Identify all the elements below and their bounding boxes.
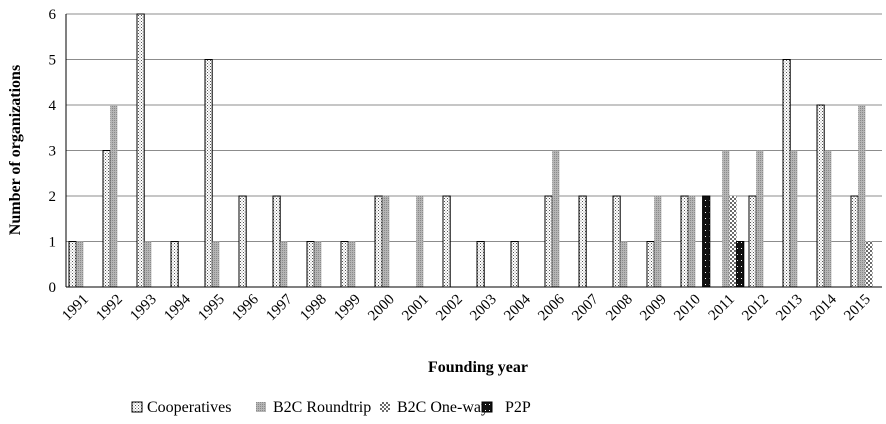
x-tick-label: 1996 — [229, 291, 262, 324]
bar — [756, 151, 763, 288]
bar — [212, 242, 219, 288]
bar — [851, 196, 858, 287]
y-tick-label: 6 — [49, 7, 57, 23]
x-tick-label: 2014 — [807, 291, 840, 324]
x-tick-label: 1993 — [127, 292, 160, 325]
bar — [858, 105, 865, 287]
x-tick-label: 1994 — [161, 291, 194, 324]
legend-swatch — [380, 402, 390, 412]
y-tick-label: 4 — [49, 98, 57, 114]
x-tick-label: 1997 — [263, 291, 296, 324]
x-tick-label: 2007 — [569, 291, 602, 324]
x-tick-label: 1999 — [331, 292, 364, 325]
bar — [722, 151, 729, 288]
x-axis-title: Founding year — [428, 359, 528, 376]
legend-label: P2P — [505, 399, 531, 416]
legend-swatch — [132, 402, 142, 412]
x-tick-label: 2001 — [399, 292, 432, 325]
bar — [416, 196, 423, 287]
bar — [348, 242, 355, 288]
bar — [790, 151, 797, 288]
x-tick-label: 1995 — [195, 292, 228, 325]
y-axis-title: Number of organizations — [7, 65, 24, 235]
y-tick-label: 3 — [49, 144, 57, 160]
x-tick-labels: 1991 1992 1993 1994 1995 1996 1997 1998 1999 2000… — [59, 291, 874, 324]
bar — [382, 196, 389, 287]
x-tick-label: 1991 — [59, 292, 92, 325]
x-tick-label: 2009 — [637, 292, 670, 325]
bar — [729, 196, 736, 287]
bar — [76, 242, 83, 288]
x-tick-label: 2013 — [773, 292, 806, 325]
x-tick-label: 2006 — [535, 291, 568, 324]
x-tick-label: 1998 — [297, 292, 330, 325]
bar — [273, 196, 280, 287]
bar — [552, 151, 559, 288]
bar — [314, 242, 321, 288]
bar — [511, 242, 518, 288]
y-tick-labels: 0 1 2 3 4 5 6 — [49, 7, 57, 296]
bar — [375, 196, 382, 287]
x-tick-label: 2000 — [365, 292, 398, 325]
y-tick-label: 5 — [49, 53, 57, 69]
legend-swatch — [256, 402, 266, 412]
bar — [477, 242, 484, 288]
bar — [620, 242, 627, 288]
bar — [137, 14, 144, 287]
bar — [280, 242, 287, 288]
x-tick-label: 2012 — [739, 292, 772, 325]
bar — [171, 242, 178, 288]
bar — [103, 151, 110, 288]
bar — [443, 196, 450, 287]
legend-label: B2C One-way — [397, 399, 489, 416]
legend: Cooperatives B2C Roundtrip B2C One-way P2P — [132, 399, 531, 416]
x-tick-label: 1992 — [93, 292, 126, 325]
bar — [341, 242, 348, 288]
bar — [681, 196, 688, 287]
bar — [205, 60, 212, 288]
y-tick-label: 0 — [49, 280, 57, 296]
bar — [749, 196, 756, 287]
bar — [647, 242, 654, 288]
legend-swatch — [482, 402, 492, 412]
bar — [545, 196, 552, 287]
bar — [69, 242, 76, 288]
x-tick-label: 2011 — [706, 292, 738, 324]
legend-label: Cooperatives — [147, 399, 231, 416]
x-tick-label: 2003 — [467, 292, 500, 325]
bar — [783, 60, 790, 288]
bar — [737, 242, 744, 288]
bar — [688, 196, 695, 287]
bar — [824, 151, 831, 288]
bar — [654, 196, 661, 287]
y-tick-label: 2 — [49, 189, 57, 205]
x-tick-label: 2008 — [603, 292, 636, 325]
y-tick-label: 1 — [49, 235, 57, 251]
bar — [865, 242, 872, 288]
bar — [307, 242, 314, 288]
bar — [613, 196, 620, 287]
bar — [579, 196, 586, 287]
x-tick-label: 2002 — [433, 292, 466, 325]
bar — [239, 196, 246, 287]
legend-label: B2C Roundtrip — [273, 399, 371, 416]
bar — [817, 105, 824, 287]
bar — [703, 196, 710, 287]
bar — [144, 242, 151, 288]
x-tick-label: 2004 — [501, 291, 534, 324]
x-tick-label: 2015 — [841, 292, 874, 325]
bar — [110, 105, 117, 287]
x-tick-label: 2010 — [671, 292, 704, 325]
